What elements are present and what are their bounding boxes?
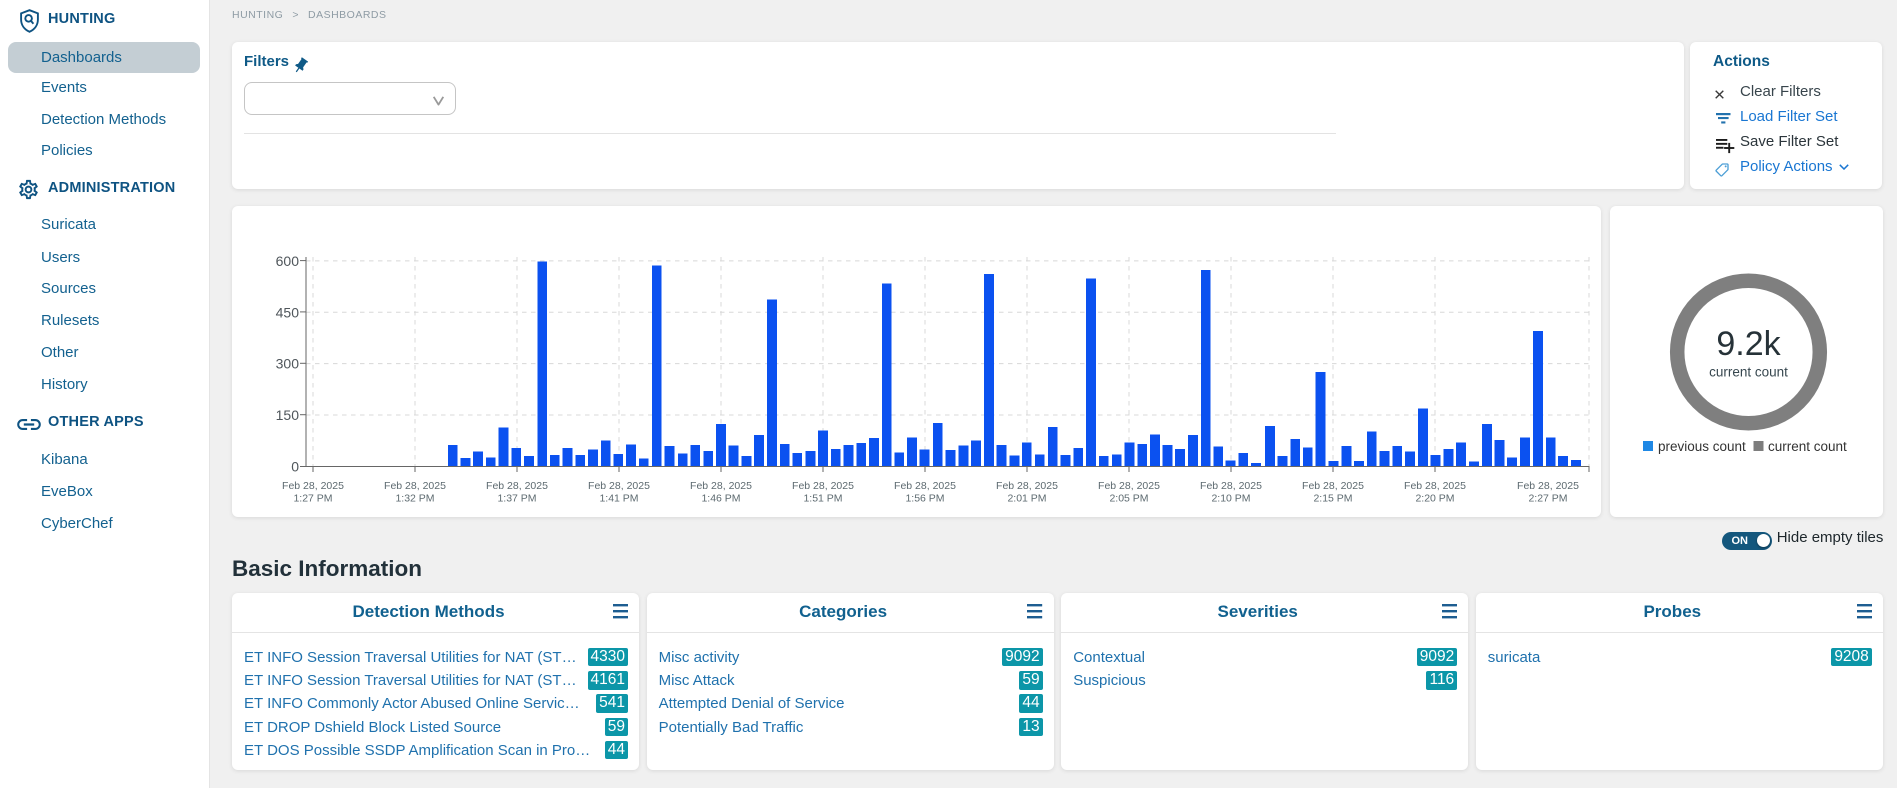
svg-text:2:01 PM: 2:01 PM (1007, 493, 1046, 505)
svg-text:2:05 PM: 2:05 PM (1109, 493, 1148, 505)
svg-text:Feb 28, 2025: Feb 28, 2025 (282, 480, 344, 492)
svg-text:Feb 28, 2025: Feb 28, 2025 (588, 480, 650, 492)
svg-text:0: 0 (291, 458, 299, 474)
svg-text:9.2k: 9.2k (1716, 325, 1781, 363)
svg-text:previous count: previous count (1658, 439, 1746, 454)
svg-text:2:27 PM: 2:27 PM (1528, 493, 1567, 505)
svg-text:current count: current count (1768, 439, 1847, 454)
svg-text:Feb 28, 2025: Feb 28, 2025 (384, 480, 446, 492)
svg-text:current count: current count (1709, 365, 1788, 380)
svg-text:1:51 PM: 1:51 PM (803, 493, 842, 505)
svg-text:1:27 PM: 1:27 PM (293, 493, 332, 505)
svg-text:Feb 28, 2025: Feb 28, 2025 (1098, 480, 1160, 492)
svg-text:Feb 28, 2025: Feb 28, 2025 (894, 480, 956, 492)
svg-text:1:41 PM: 1:41 PM (599, 493, 638, 505)
svg-text:1:32 PM: 1:32 PM (395, 493, 434, 505)
svg-text:Feb 28, 2025: Feb 28, 2025 (1517, 480, 1579, 492)
svg-text:Feb 28, 2025: Feb 28, 2025 (1404, 480, 1466, 492)
svg-text:600: 600 (276, 253, 300, 269)
svg-text:Feb 28, 2025: Feb 28, 2025 (1302, 480, 1364, 492)
svg-text:Feb 28, 2025: Feb 28, 2025 (792, 480, 854, 492)
svg-text:1:56 PM: 1:56 PM (905, 493, 944, 505)
svg-text:Feb 28, 2025: Feb 28, 2025 (996, 480, 1058, 492)
svg-text:Feb 28, 2025: Feb 28, 2025 (690, 480, 752, 492)
svg-text:150: 150 (276, 407, 300, 423)
svg-text:300: 300 (276, 356, 300, 372)
svg-text:2:15 PM: 2:15 PM (1313, 493, 1352, 505)
svg-text:1:46 PM: 1:46 PM (701, 493, 740, 505)
svg-text:2:10 PM: 2:10 PM (1211, 493, 1250, 505)
svg-text:Feb 28, 2025: Feb 28, 2025 (1200, 480, 1262, 492)
svg-text:Feb 28, 2025: Feb 28, 2025 (486, 480, 548, 492)
svg-text:1:37 PM: 1:37 PM (497, 493, 536, 505)
svg-text:2:20 PM: 2:20 PM (1415, 493, 1454, 505)
svg-text:450: 450 (276, 304, 300, 320)
